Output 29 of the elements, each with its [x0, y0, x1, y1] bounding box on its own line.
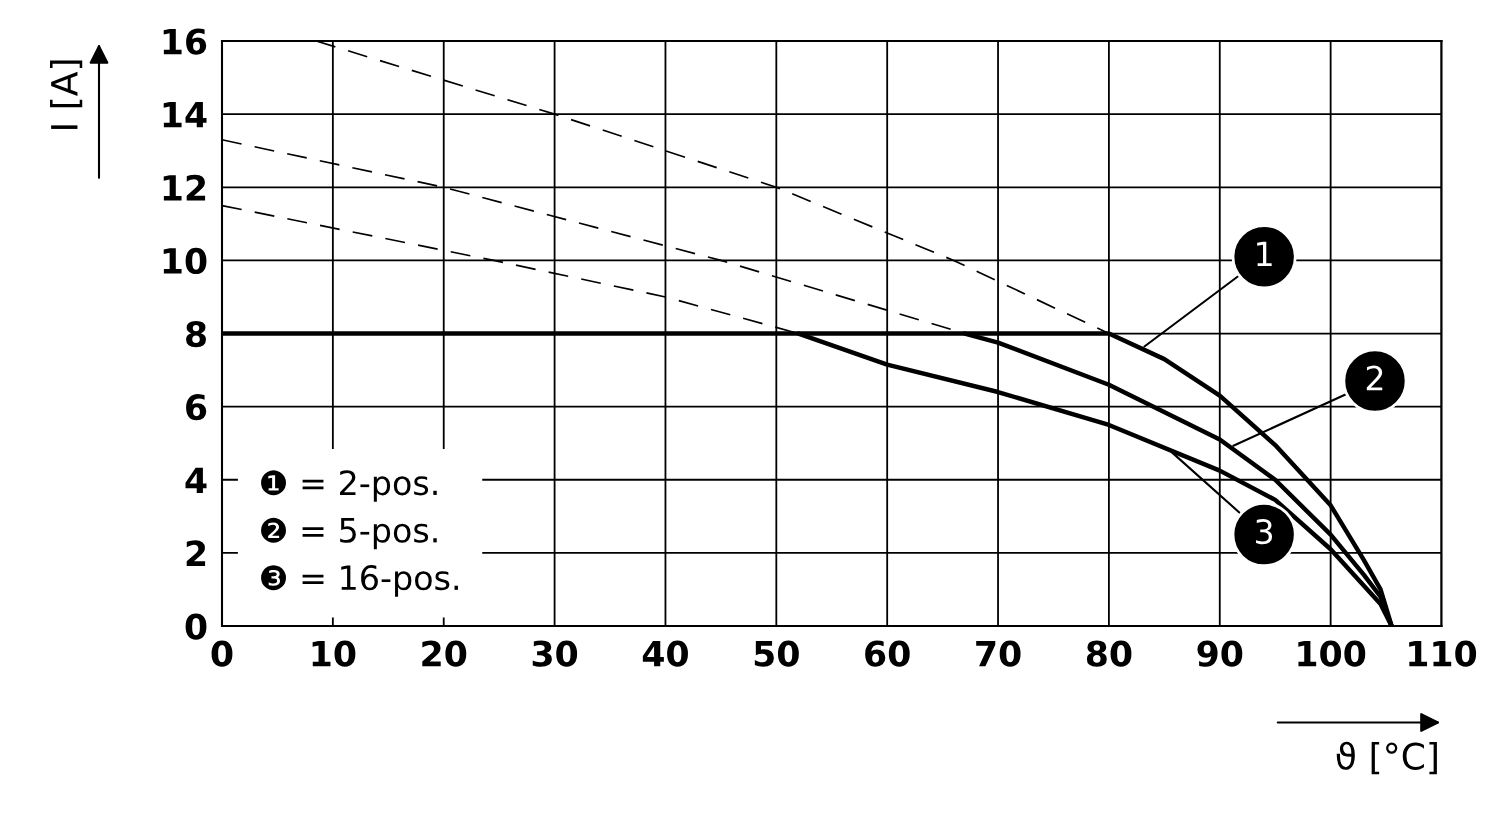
x-tick-label: 60 [865, 640, 910, 667]
y-tick-label: 6 [186, 394, 207, 421]
annotation: ❷ = 5-pos. [261, 517, 437, 550]
y-tick-label: 8 [186, 320, 206, 348]
x-axis-title: ϑ [°C] [1336, 741, 1437, 775]
x-tick-label: 70 [976, 640, 1021, 667]
x-tick-label: 80 [1086, 640, 1132, 667]
x-tick-label: 100 [1298, 640, 1366, 667]
x-tick-label: 50 [754, 640, 799, 667]
x-tick-label: 20 [422, 640, 467, 667]
x-tick-label: 90 [1197, 640, 1243, 667]
y-tick-label: 4 [185, 467, 207, 493]
annotation: 1 [1257, 241, 1272, 266]
y-tick-label: 10 [163, 247, 207, 275]
x-tick-label: 30 [532, 640, 578, 667]
x-tick-label: 10 [312, 640, 356, 667]
annotation: ❶ = 2-pos. [261, 470, 437, 502]
y-tick-label: 2 [186, 540, 206, 567]
y-tick-label: 16 [163, 28, 207, 55]
annotation: 3 [1256, 519, 1273, 545]
annotation: ❸ = 16-pos. [261, 565, 458, 597]
annotation: 2 [1366, 365, 1383, 391]
y-tick-label: 12 [163, 174, 206, 201]
y-tick-label: 14 [163, 102, 207, 128]
x-tick-label: 110 [1409, 640, 1477, 667]
y-tick-label: 0 [185, 613, 207, 640]
x-tick-label: 0 [211, 640, 233, 667]
x-tick-label: 40 [642, 640, 688, 667]
y-axis-title: I [A] [50, 60, 83, 129]
